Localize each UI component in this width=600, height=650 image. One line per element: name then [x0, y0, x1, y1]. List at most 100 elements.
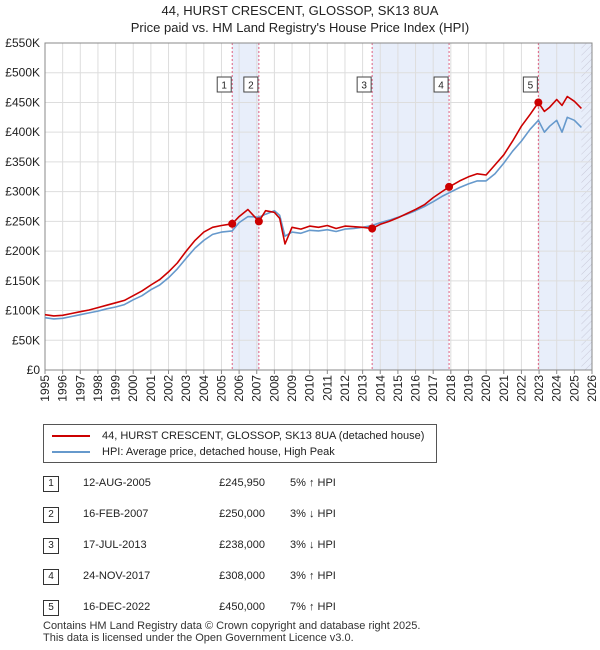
x-tick-label: 2002: [162, 375, 176, 402]
x-tick-label: 2010: [303, 375, 317, 402]
footer-copyright: Contains HM Land Registry data © Crown c…: [43, 620, 421, 632]
x-tick-label: 1997: [73, 375, 87, 402]
sale-label-box: [356, 76, 372, 93]
sale-hpi-diff: 3% ↓ HPI: [290, 508, 336, 520]
sale-point: [254, 217, 263, 226]
y-tick-label: £200K: [5, 244, 40, 258]
table-row: 1 12-AUG-2005 £245,950 5% ↑ HPI: [0, 475, 600, 495]
legend-label-hpi: HPI: Average price, detached house, High…: [102, 446, 335, 458]
sale-date: 24-NOV-2017: [83, 570, 151, 582]
x-tick-label: 2003: [179, 375, 193, 402]
sale-number-badge: 3: [43, 538, 59, 554]
hatched-region: [581, 43, 592, 370]
legend-item-property: 44, HURST CRESCENT, GLOSSOP, SK13 8UA (d…: [52, 428, 424, 444]
sale-label-box: [433, 76, 449, 93]
sale-label-number: 2: [248, 81, 254, 92]
y-tick-label: £450K: [5, 95, 40, 109]
x-tick-label: 2024: [550, 375, 564, 402]
x-tick-label: 2026: [585, 375, 599, 402]
shaded-period: [372, 43, 450, 370]
sale-label-box: [216, 76, 232, 93]
legend-label-property: 44, HURST CRESCENT, GLOSSOP, SK13 8UA (d…: [102, 430, 425, 442]
legend: 44, HURST CRESCENT, GLOSSOP, SK13 8UA (d…: [43, 424, 437, 463]
table-row: 2 16-FEB-2007 £250,000 3% ↓ HPI: [0, 506, 600, 526]
sale-number-badge: 5: [43, 600, 59, 616]
y-tick-label: £350K: [5, 155, 40, 169]
sale-date: 17-JUL-2013: [83, 539, 147, 551]
sale-label-box: [522, 76, 538, 93]
x-tick-label: 2016: [409, 375, 423, 402]
x-tick-label: 2018: [444, 375, 458, 402]
x-tick-label: 2008: [267, 375, 281, 402]
y-tick-label: £300K: [5, 185, 40, 199]
x-tick-label: 1998: [91, 375, 105, 402]
legend-item-hpi: HPI: Average price, detached house, High…: [52, 444, 335, 460]
y-tick-label: £400K: [5, 125, 40, 139]
sale-hpi-diff: 3% ↑ HPI: [290, 570, 336, 582]
sale-price: £245,950: [219, 477, 265, 489]
x-tick-label: 2015: [391, 375, 405, 402]
property-line-swatch: [52, 435, 90, 437]
sale-date: 16-FEB-2007: [83, 508, 149, 520]
sale-number-badge: 2: [43, 507, 59, 523]
y-tick-label: £500K: [5, 66, 40, 80]
table-row: 4 24-NOV-2017 £308,000 3% ↑ HPI: [0, 568, 600, 588]
x-tick-label: 1995: [38, 375, 52, 402]
sale-hpi-diff: 3% ↓ HPI: [290, 539, 336, 551]
sale-price: £238,000: [219, 539, 265, 551]
x-tick-label: 2022: [514, 375, 528, 402]
y-tick-label: £250K: [5, 214, 40, 228]
y-tick-label: £150K: [5, 274, 40, 288]
shaded-period: [232, 43, 259, 370]
sale-point: [534, 98, 543, 107]
sale-point: [228, 219, 237, 228]
x-tick-label: 2021: [497, 375, 511, 402]
sale-label-number: 1: [221, 81, 227, 92]
x-tick-label: 1999: [109, 375, 123, 402]
sale-number-badge: 4: [43, 569, 59, 585]
sale-point: [368, 224, 377, 233]
x-tick-label: 2025: [567, 375, 581, 402]
x-tick-label: 2017: [426, 375, 440, 402]
x-tick-label: 2019: [461, 375, 475, 402]
x-tick-label: 2014: [373, 375, 387, 402]
chart-title: 44, HURST CRESCENT, GLOSSOP, SK13 8UA: [161, 3, 439, 18]
sale-price: £250,000: [219, 508, 265, 520]
hpi-line-swatch: [52, 451, 90, 453]
y-tick-label: £50K: [12, 333, 40, 347]
x-tick-label: 2023: [532, 375, 546, 402]
table-row: 5 16-DEC-2022 £450,000 7% ↑ HPI: [0, 599, 600, 619]
x-tick-label: 2009: [285, 375, 299, 402]
x-tick-label: 2005: [214, 375, 228, 402]
sale-label-number: 4: [438, 81, 444, 92]
y-tick-label: £100K: [5, 304, 40, 318]
x-tick-label: 2000: [126, 375, 140, 402]
x-tick-label: 2004: [197, 375, 211, 402]
x-tick-label: 2006: [232, 375, 246, 402]
sale-date: 16-DEC-2022: [83, 601, 151, 613]
x-tick-label: 2013: [356, 375, 370, 402]
y-tick-label: £0: [27, 363, 41, 377]
sale-hpi-diff: 5% ↑ HPI: [290, 477, 336, 489]
sale-label-number: 5: [528, 81, 534, 92]
sale-number-badge: 1: [43, 476, 59, 492]
x-tick-label: 1996: [56, 375, 70, 402]
sale-label-box: [243, 76, 259, 93]
footer-license: This data is licensed under the Open Gov…: [43, 632, 354, 644]
x-tick-label: 2001: [144, 375, 158, 402]
chart-subtitle: Price paid vs. HM Land Registry's House …: [130, 20, 470, 35]
sale-date: 12-AUG-2005: [83, 477, 151, 489]
x-tick-label: 2011: [320, 375, 334, 401]
y-tick-label: £550K: [5, 36, 40, 50]
hpi-line: [44, 116, 582, 320]
x-tick-label: 2020: [479, 375, 493, 402]
sale-price: £450,000: [219, 601, 265, 613]
property-price-line: [44, 95, 582, 317]
sale-price: £308,000: [219, 570, 265, 582]
x-tick-label: 2012: [338, 375, 352, 402]
sale-label-number: 3: [361, 81, 367, 92]
x-tick-label: 2007: [250, 375, 264, 402]
sale-point: [445, 182, 454, 191]
table-row: 3 17-JUL-2013 £238,000 3% ↓ HPI: [0, 537, 600, 557]
price-chart: £0 £50K £100K £150K £200K £250K £300K £350K £400…: [5, 36, 599, 402]
